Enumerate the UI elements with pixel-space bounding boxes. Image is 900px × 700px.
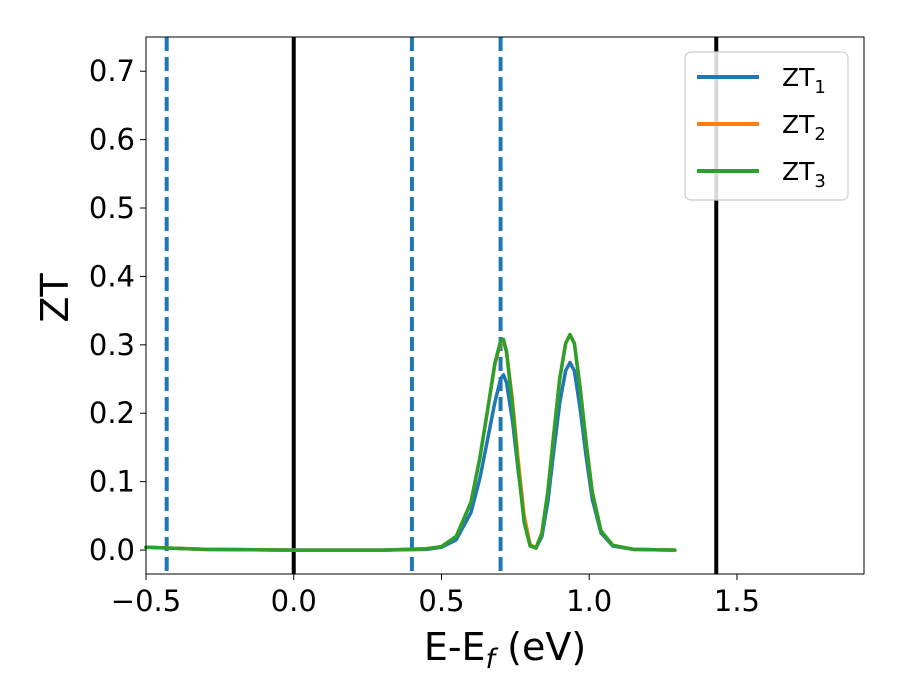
series-line-zt3 bbox=[144, 332, 677, 552]
x-tick-label: −0.5 bbox=[111, 584, 181, 618]
x-axis: −0.5 0.0 0.5 1.0 1.5 bbox=[111, 574, 760, 618]
x-tick-label: 0.0 bbox=[271, 584, 317, 618]
y-tick-label: 0.1 bbox=[89, 465, 135, 499]
x-tick-label: 1.0 bbox=[566, 584, 612, 618]
y-axis: 0.0 0.1 0.2 0.3 0.4 0.5 0.6 0.7 bbox=[89, 54, 146, 567]
x-tick-label: 1.5 bbox=[714, 584, 760, 618]
series-layer bbox=[144, 332, 677, 552]
legend-frame bbox=[684, 51, 849, 201]
legend: ZT1 ZT2 ZT3 bbox=[684, 51, 849, 201]
legend-label-zt3: ZT3 bbox=[782, 157, 826, 192]
y-tick-label: 0.6 bbox=[89, 123, 135, 157]
reference-lines bbox=[164, 37, 719, 574]
y-tick-label: 0.5 bbox=[89, 191, 135, 225]
y-tick-label: 0.3 bbox=[89, 328, 135, 362]
x-tick-label: 0.5 bbox=[418, 584, 464, 618]
y-axis-title: ZT bbox=[33, 273, 77, 323]
legend-label-zt2: ZT2 bbox=[782, 110, 826, 145]
y-tick-label: 0.7 bbox=[89, 54, 135, 88]
legend-label-zt1: ZT1 bbox=[782, 63, 826, 98]
plot-frame bbox=[145, 36, 865, 575]
y-tick-label: 0.4 bbox=[89, 259, 135, 293]
y-tick-label: 0.0 bbox=[89, 533, 135, 567]
y-tick-label: 0.2 bbox=[89, 396, 135, 430]
x-axis-title: E-Ef (eV) bbox=[424, 625, 586, 675]
